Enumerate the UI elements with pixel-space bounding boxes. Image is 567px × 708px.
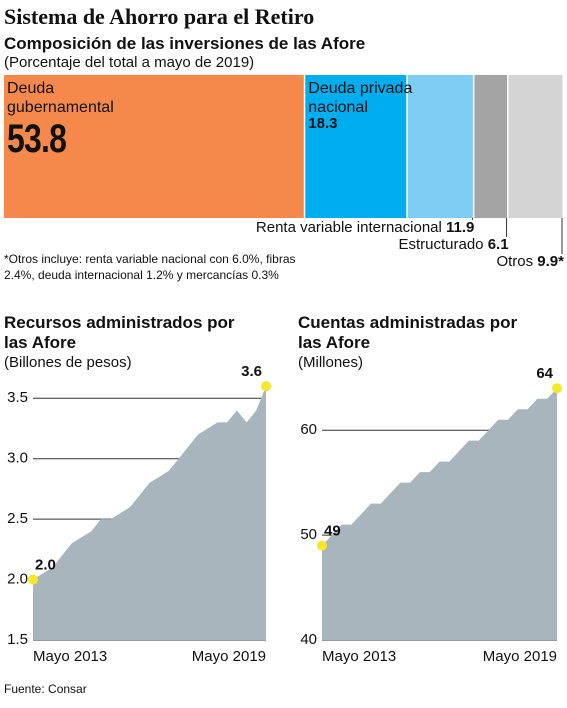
highlight-dot <box>552 383 562 394</box>
chart-subtitle: (Porcentaje del total a mayo de 2019) <box>4 54 255 71</box>
y-tick-label: 2.0 <box>7 571 28 588</box>
y-tick-label: 3.5 <box>7 389 28 406</box>
segment-value: 11.9 <box>446 219 474 236</box>
share-segment <box>407 75 473 218</box>
highlight-dot <box>28 574 38 585</box>
highlight-dot <box>317 540 327 551</box>
share-segment <box>305 75 407 218</box>
chart-subtitle: (Billones de pesos) <box>4 354 132 371</box>
chart-title: Cuentas administradas por las Afore <box>298 313 518 352</box>
x-tick-label: Mayo 2019 <box>192 648 266 665</box>
y-tick-label: 2.5 <box>7 510 28 527</box>
segment-label: Deuda gubernamental <box>7 80 114 116</box>
y-tick-label: 1.5 <box>7 631 28 648</box>
area <box>33 386 266 640</box>
share-segment <box>474 75 508 218</box>
page-title: Sistema de Ahorro para el Retiro <box>4 4 315 29</box>
segment-name: Estructurado <box>398 236 483 253</box>
data-label: 64 <box>536 365 553 382</box>
x-tick-label: Mayo 2013 <box>322 648 396 665</box>
y-tick-label: 40 <box>300 631 317 648</box>
segment-value: 53.8 <box>7 117 67 161</box>
chart-subtitle: (Millones) <box>298 354 364 371</box>
share-segment <box>508 75 563 218</box>
segment-name: Renta variable internacional <box>256 219 442 236</box>
x-tick-label: Mayo 2013 <box>33 648 107 665</box>
segment-value: 6.1 <box>488 236 509 253</box>
y-tick-label: 50 <box>300 526 317 543</box>
segment-name: Otros <box>496 253 533 270</box>
area <box>322 388 557 640</box>
source: Fuente: Consar <box>4 682 87 696</box>
highlight-dot <box>261 381 271 392</box>
segment-label: Renta variable internacional 11.9 <box>256 219 475 236</box>
y-tick-label: 3.0 <box>7 450 28 467</box>
y-tick-label: 60 <box>300 421 317 438</box>
data-label: 3.6 <box>241 363 262 380</box>
chart-title: Recursos administrados por las Afore <box>4 313 235 352</box>
segment-label: Estructurado 6.1 <box>398 236 508 253</box>
segment-value: 18.3 <box>308 115 338 132</box>
segment-label: Otros 9.9* <box>496 253 564 270</box>
segment-label: Deuda privada nacional <box>308 80 413 116</box>
data-label: 2.0 <box>35 557 56 574</box>
share-segment <box>4 75 304 218</box>
segment-value: 9.9* <box>537 253 564 270</box>
x-tick-label: Mayo 2019 <box>483 648 557 665</box>
data-label: 49 <box>324 523 341 540</box>
chart-title: Composición de las inversiones de las Af… <box>4 34 366 53</box>
note: *Otros incluye: renta variable nacional … <box>4 252 296 282</box>
